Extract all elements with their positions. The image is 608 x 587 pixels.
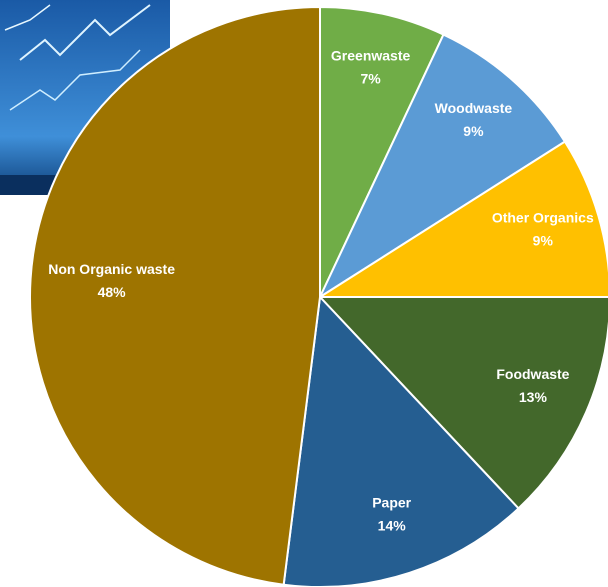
pie-slice [317,296,608,510]
slice-value-label: 13% [519,389,548,405]
pie-slice [29,5,321,586]
pie-slice [319,5,445,298]
pie-slice [317,33,567,300]
slice-value-label: 14% [378,518,407,534]
slice-label: Foodwaste [496,366,569,382]
pie-slice [316,140,608,298]
pie: Greenwaste 7% Woodwaste 9% Other Organics 9% F… [29,5,608,587]
slice-value-label: 48% [98,284,127,300]
slice-label: Woodwaste [435,100,513,116]
slice-label: Greenwaste [331,48,411,64]
slice-value-label: 7% [360,71,381,87]
slice-label: Paper [372,495,411,511]
slice-value-label: 9% [463,123,484,139]
slice-label: Other Organics [492,209,594,225]
slice-value-label: 9% [533,232,554,248]
slice-label: Non Organic waste [48,261,175,277]
